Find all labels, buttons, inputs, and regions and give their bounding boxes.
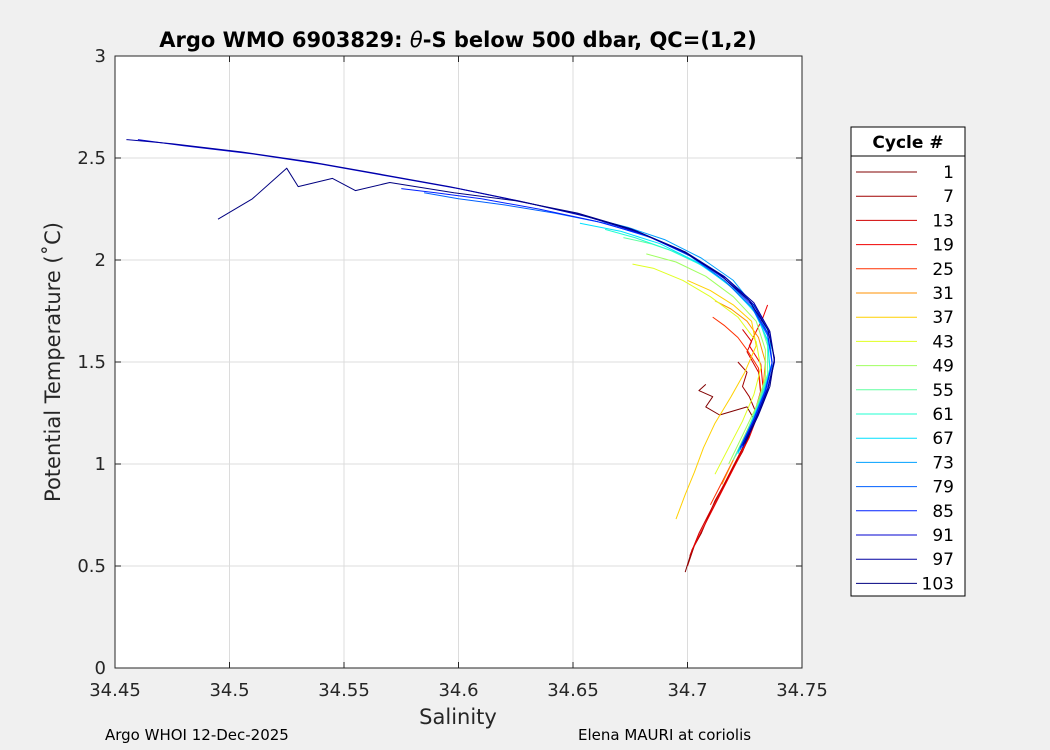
- legend-label-cycle-43: 43: [932, 332, 954, 352]
- legend-box: [850, 126, 966, 597]
- legend-label-cycle-61: 61: [932, 405, 954, 425]
- axis-ticks: 34.45 34.5 34.55 34.6 34.65 34.7 34.75 0 0.5 1 1.5…: [77, 46, 827, 701]
- x-tick-label: 34.5: [209, 680, 249, 701]
- x-tick-label: 34.75: [776, 680, 828, 701]
- legend-items: 1 7 13 19 25 31 37 43 49 55 61 67 73 79 85 91 97 103: [856, 163, 954, 594]
- legend-label-cycle-7: 7: [943, 187, 954, 207]
- legend-label-cycle-97: 97: [932, 550, 954, 570]
- footer-left: Argo WHOI 12-Dec-2025: [105, 726, 289, 744]
- y-tick-label: 3: [95, 46, 106, 67]
- legend-label-cycle-1: 1: [943, 163, 954, 183]
- series-line-cycle-103: [217, 167, 775, 444]
- series-group: [126, 139, 775, 573]
- legend-label-cycle-37: 37: [932, 308, 954, 328]
- legend-label-cycle-73: 73: [932, 453, 954, 473]
- grid: [115, 56, 802, 668]
- y-tick-label: 1: [95, 454, 106, 475]
- legend-label-cycle-19: 19: [932, 236, 954, 256]
- x-tick-label: 34.55: [318, 680, 370, 701]
- chart-title-suffix: -S below 500 dbar, QC=(1,2): [423, 28, 757, 52]
- chart-title-theta: θ: [410, 28, 423, 52]
- x-tick-label: 34.65: [547, 680, 599, 701]
- legend-label-cycle-67: 67: [932, 429, 954, 449]
- legend: Cycle # 1 7 13 19 25 31 37 43 49 55 61 67 73 79 85 91 97…: [850, 126, 966, 597]
- series-line-cycle-43: [632, 263, 762, 475]
- series-line-cycle-37: [675, 279, 757, 520]
- legend-label-cycle-85: 85: [932, 502, 954, 522]
- x-tick-label: 34.6: [438, 680, 478, 701]
- legend-label-cycle-31: 31: [932, 284, 954, 304]
- legend-label-cycle-103: 103: [922, 574, 954, 594]
- legend-label-cycle-91: 91: [932, 526, 954, 546]
- x-tick-label: 34.45: [89, 680, 141, 701]
- y-tick-label: 0.5: [77, 556, 106, 577]
- legend-title: Cycle #: [872, 133, 943, 153]
- chart-title: Argo WMO 6903829: θ-S below 500 dbar, QC…: [159, 28, 756, 52]
- legend-label-cycle-13: 13: [932, 211, 954, 231]
- chart-title-prefix: Argo WMO 6903829:: [159, 28, 410, 52]
- y-tick-label: 0: [95, 658, 106, 679]
- y-tick-label: 1.5: [77, 352, 106, 373]
- legend-label-cycle-25: 25: [932, 260, 954, 280]
- series-line-cycle-49: [646, 253, 766, 465]
- x-axis-label: Salinity: [419, 705, 497, 729]
- x-tick-label: 34.7: [667, 680, 707, 701]
- y-axis-label: Potential Temperature (˚C): [41, 222, 65, 502]
- legend-label-cycle-55: 55: [932, 381, 954, 401]
- y-tick-label: 2.5: [77, 148, 106, 169]
- legend-label-cycle-49: 49: [932, 357, 954, 377]
- y-tick-label: 2: [95, 250, 106, 271]
- footer-right: Elena MAURI at coriolis: [578, 726, 751, 744]
- legend-label-cycle-79: 79: [932, 478, 954, 498]
